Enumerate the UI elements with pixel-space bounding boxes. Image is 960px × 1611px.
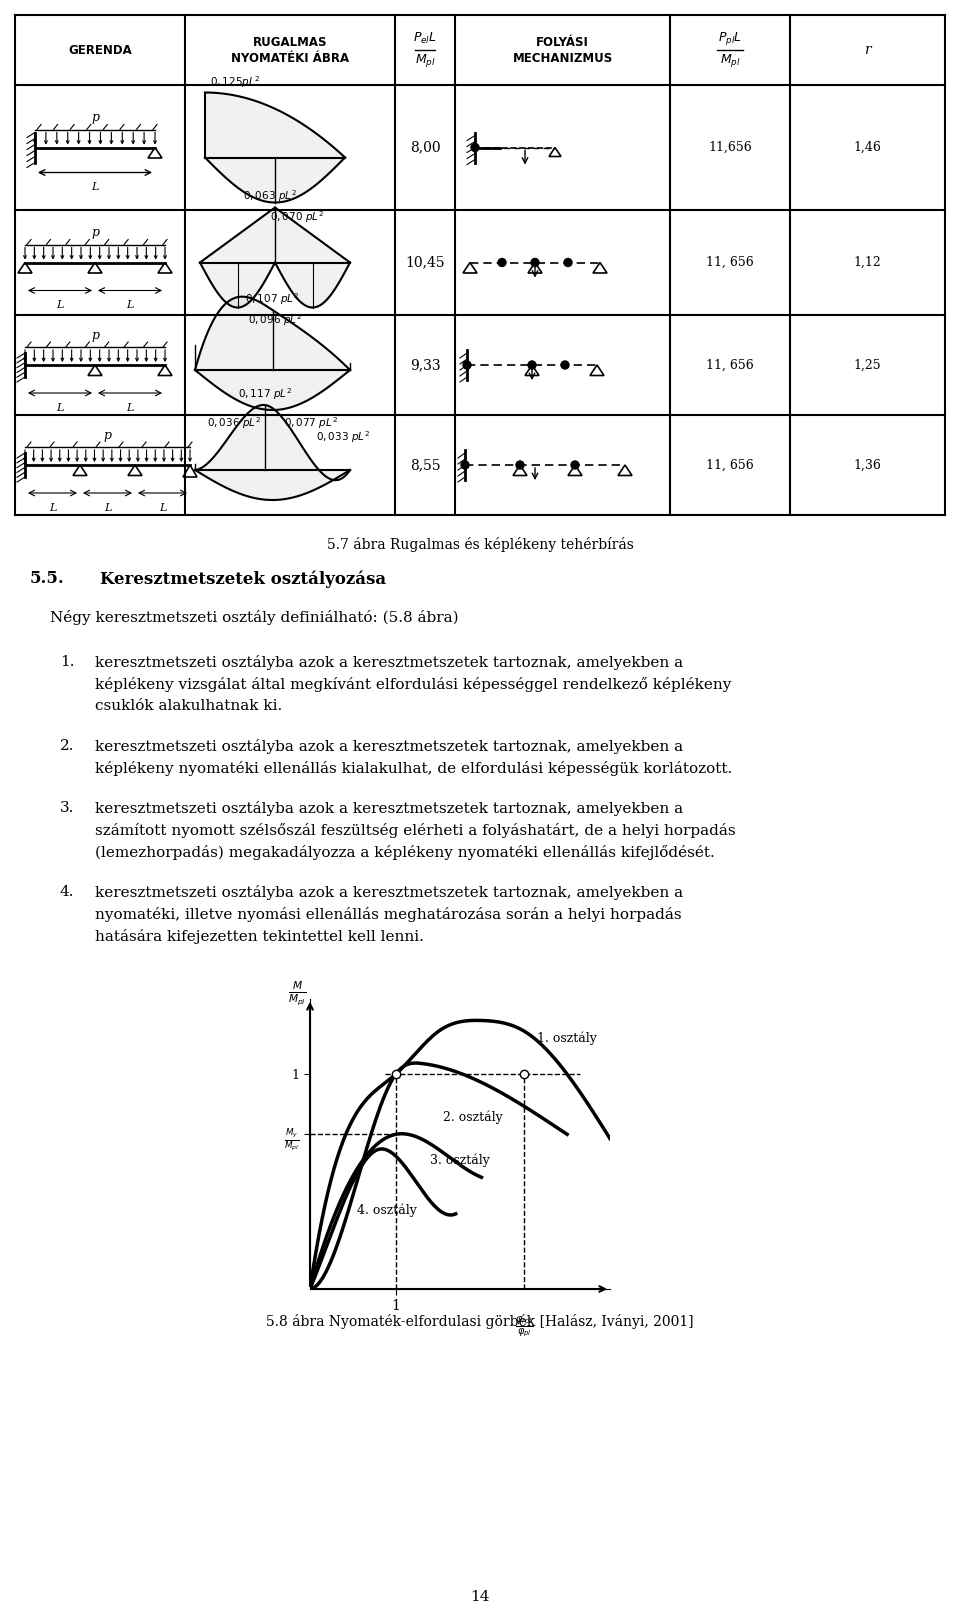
Text: keresztmetszeti osztályba azok a keresztmetszetek tartoznak, amelyekben a: keresztmetszeti osztályba azok a kereszt… [95,884,684,901]
Text: 1,46: 1,46 [853,142,881,155]
Circle shape [463,361,471,369]
Text: (lemezhorpadás) megakadályozza a képlékeny nyomatéki ellenállás kifejlődését.: (lemezhorpadás) megakadályozza a képléke… [95,846,715,860]
Text: 11, 656: 11, 656 [707,459,754,472]
Text: $0,077\ pL^2$: $0,077\ pL^2$ [284,416,338,430]
Text: csuklók alakulhatnak ki.: csuklók alakulhatnak ki. [95,699,282,714]
Text: 8,55: 8,55 [410,458,441,472]
Text: GERENDA: GERENDA [68,43,132,56]
Text: 5.5.: 5.5. [30,570,64,586]
Text: $0,125pL^2$: $0,125pL^2$ [210,74,261,90]
Text: képlékeny nyomatéki ellenállás kialakulhat, de elfordulási képességük korlátozot: képlékeny nyomatéki ellenállás kialakulh… [95,760,732,777]
Text: 3.: 3. [60,801,74,815]
Text: 8,00: 8,00 [410,140,441,155]
Circle shape [471,143,479,151]
Text: L: L [158,503,166,512]
Text: $M_{pl}$: $M_{pl}$ [720,52,740,69]
Text: keresztmetszeti osztályba azok a keresztmetszetek tartoznak, amelyekben a: keresztmetszeti osztályba azok a kereszt… [95,739,684,754]
Text: p: p [104,429,111,441]
Text: FOLYÁSI: FOLYÁSI [536,35,588,48]
Circle shape [461,461,469,469]
Text: 11, 656: 11, 656 [707,256,754,269]
Text: képlékeny vizsgálat által megkívánt elfordulási képességgel rendelkező képlékeny: képlékeny vizsgálat által megkívánt elfo… [95,677,732,693]
Text: 5.8 ábra Nyomaték-elfordulasi görbék [Halász, Iványi, 2001]: 5.8 ábra Nyomaték-elfordulasi görbék [Ha… [266,1315,694,1329]
Text: L: L [127,301,133,311]
Text: 2. osztály: 2. osztály [443,1112,503,1124]
Text: L: L [57,403,63,412]
Text: 1,25: 1,25 [853,359,881,372]
Text: $0,096\ pL^2$: $0,096\ pL^2$ [248,313,302,329]
Text: p: p [91,329,99,342]
Circle shape [516,461,524,469]
Text: $M_{pl}$: $M_{pl}$ [415,52,436,69]
Text: keresztmetszeti osztályba azok a keresztmetszetek tartoznak, amelyekben a: keresztmetszeti osztályba azok a kereszt… [95,656,684,670]
Text: 4.: 4. [60,884,75,899]
Text: 1,36: 1,36 [853,459,881,472]
Text: Keresztmetszetek osztályozása: Keresztmetszetek osztályozása [100,570,386,588]
Text: Négy keresztmetszeti osztály definiálható: (5.8 ábra): Négy keresztmetszeti osztály definiálhat… [50,611,459,625]
Circle shape [561,361,569,369]
Text: L: L [91,182,99,192]
Text: $0,036\ pL^2$: $0,036\ pL^2$ [206,416,261,430]
Text: 3. osztály: 3. osztály [430,1153,490,1168]
Text: 4. osztály: 4. osztály [357,1203,417,1216]
Text: $0,070\ pL^2$: $0,070\ pL^2$ [270,209,324,226]
Text: $\frac{\varphi_{rot}}{\varphi_{pl}}$: $\frac{\varphi_{rot}}{\varphi_{pl}}$ [516,1315,534,1339]
Text: L: L [49,503,57,512]
Circle shape [528,361,536,369]
Text: RUGALMAS: RUGALMAS [252,35,327,48]
Text: $0,033\ pL^2$: $0,033\ pL^2$ [316,430,370,445]
Text: hatására kifejezetten tekintettel kell lenni.: hatására kifejezetten tekintettel kell l… [95,930,424,944]
Text: r: r [864,43,871,56]
Text: L: L [57,301,63,311]
Text: 5.7 ábra Rugalmas és képlékeny tehérbírás: 5.7 ábra Rugalmas és képlékeny tehérbírá… [326,536,634,553]
Text: L: L [104,503,111,512]
Text: 1.: 1. [60,656,75,669]
Text: MECHANIZMUS: MECHANIZMUS [513,52,612,64]
Text: $\frac{M}{M_{pl}}$: $\frac{M}{M_{pl}}$ [288,978,306,1007]
Circle shape [571,461,579,469]
Text: nyomatéki, illetve nyomási ellenállás meghatározása során a helyi horpadás: nyomatéki, illetve nyomási ellenállás me… [95,907,682,921]
Text: 10,45: 10,45 [405,256,444,269]
Text: 11, 656: 11, 656 [707,359,754,372]
Text: $0,107\ pL^2$: $0,107\ pL^2$ [246,292,300,308]
Text: p: p [91,226,99,238]
Text: 14: 14 [470,1590,490,1605]
Text: $P_{pl}L$: $P_{pl}L$ [718,29,742,47]
Circle shape [498,258,506,266]
Text: $P_{el}L$: $P_{el}L$ [413,31,437,45]
Text: 9,33: 9,33 [410,358,441,372]
Text: 1. osztály: 1. osztály [538,1031,597,1046]
Circle shape [564,258,572,266]
Text: $0,117\ pL^2$: $0,117\ pL^2$ [238,387,292,403]
Text: p: p [91,111,99,124]
Text: 2.: 2. [60,739,75,752]
Text: 11,656: 11,656 [708,142,752,155]
Text: 1,12: 1,12 [853,256,881,269]
Circle shape [531,258,539,266]
Text: keresztmetszeti osztályba azok a keresztmetszetek tartoznak, amelyekben a: keresztmetszeti osztályba azok a kereszt… [95,801,684,817]
Text: számított nyomott szélsőszál feszültség elérheti a folyáshatárt, de a helyi horp: számított nyomott szélsőszál feszültség … [95,823,735,838]
Text: NYOMATÉKI ÁBRA: NYOMATÉKI ÁBRA [231,52,349,64]
Text: $0,063\ pL^2$: $0,063\ pL^2$ [243,188,297,205]
Text: L: L [127,403,133,412]
